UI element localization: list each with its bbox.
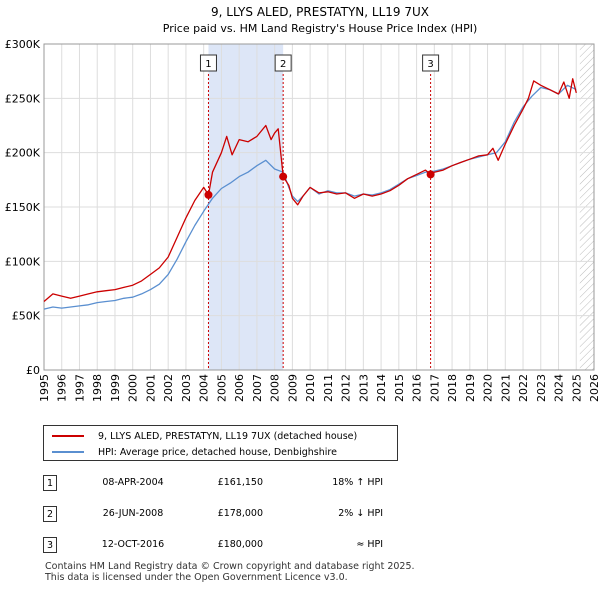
- x-tick-label: 2003: [180, 374, 193, 402]
- x-tick-label: 2005: [215, 374, 228, 402]
- x-tick-label: 2014: [375, 374, 388, 402]
- x-tick-label: 2019: [464, 374, 477, 402]
- chart-title: 9, LLYS ALED, PRESTATYN, LL19 7UX: [211, 5, 429, 19]
- x-tick-label: 1996: [56, 374, 69, 402]
- y-tick-label: £200K: [5, 147, 41, 160]
- sale-number-badge: 2: [43, 506, 57, 522]
- sale-number-badge: 3: [43, 537, 57, 553]
- sale-number-badge: 1: [43, 475, 57, 491]
- sale-point: [426, 170, 435, 179]
- x-tick-label: 2012: [340, 374, 353, 402]
- x-tick-label: 2015: [393, 374, 406, 402]
- x-tick-label: 2008: [269, 374, 282, 402]
- sale-row-3: 3 12-OCT-2016 £180,000 ≈ HPI: [43, 537, 583, 555]
- sale-price: £161,150: [217, 477, 263, 488]
- legend: 9, LLYS ALED, PRESTATYN, LL19 7UX (detac…: [43, 425, 398, 461]
- sale-marker-label: 3: [427, 59, 433, 70]
- x-tick-label: 2026: [588, 374, 600, 402]
- property-price-line: [43, 78, 577, 302]
- x-tick-label: 1997: [73, 374, 86, 402]
- sale-hpi-diff: 2% ↓ HPI: [338, 508, 383, 519]
- sale-row-1: 1 08-APR-2004 £161,150 18% ↑ HPI: [43, 475, 583, 493]
- sale-row-2: 2 26-JUN-2008 £178,000 2% ↓ HPI: [43, 506, 583, 524]
- x-tick-label: 2000: [127, 374, 140, 402]
- x-tick-label: 2021: [499, 374, 512, 402]
- sale-marker-label: 2: [280, 59, 286, 70]
- footer-line-license: This data is licensed under the Open Gov…: [45, 572, 348, 583]
- footer-attribution: Contains HM Land Registry data © Crown c…: [45, 561, 415, 583]
- x-tick-label: 2011: [322, 374, 335, 402]
- legend-label-hpi: HPI: Average price, detached house, Denb…: [98, 446, 337, 458]
- x-tick-label: 2007: [251, 374, 264, 402]
- x-tick-label: 2004: [198, 374, 211, 402]
- x-tick-label: 2020: [482, 374, 495, 402]
- sale-price: £180,000: [217, 539, 263, 550]
- legend-swatch-property: [52, 435, 84, 437]
- sale-date: 12-OCT-2016: [101, 539, 165, 550]
- sale-marker-box: [422, 54, 440, 72]
- x-tick-label: 1998: [91, 374, 104, 402]
- sale-date: 08-APR-2004: [102, 477, 164, 488]
- x-tick-label: 2025: [570, 374, 583, 402]
- y-tick-label: £50K: [12, 310, 41, 323]
- y-tick-label: £100K: [5, 255, 41, 268]
- sale-marker-box: [199, 54, 217, 72]
- plot-frame: [43, 43, 595, 371]
- x-tick-label: 2023: [535, 374, 548, 402]
- x-tick-label: 2006: [233, 374, 246, 402]
- x-tick-label: 2022: [517, 374, 530, 402]
- y-tick-label: £0: [26, 364, 40, 377]
- sale-hpi-diff: 18% ↑ HPI: [332, 477, 383, 488]
- sale-hpi-diff: ≈ HPI: [356, 539, 383, 550]
- chart-subtitle: Price paid vs. HM Land Registry's House …: [163, 22, 478, 35]
- legend-label-property: 9, LLYS ALED, PRESTATYN, LL19 7UX (detac…: [98, 430, 358, 442]
- sale-price: £178,000: [217, 508, 263, 519]
- x-tick-label: 2018: [446, 374, 459, 402]
- x-tick-label: 2002: [162, 374, 175, 402]
- x-tick-label: 2010: [304, 374, 317, 402]
- y-tick-label: £250K: [5, 92, 41, 105]
- legend-item-hpi: HPI: Average price, detached house, Denb…: [52, 445, 337, 459]
- x-tick-label: 2009: [286, 374, 299, 402]
- sale-marker-box: [274, 54, 292, 72]
- y-tick-label: £300K: [5, 38, 41, 51]
- sale-date: 26-JUN-2008: [102, 508, 164, 519]
- x-tick-label: 1999: [109, 374, 122, 402]
- x-tick-label: 2013: [357, 374, 370, 402]
- x-tick-label: 2024: [553, 374, 566, 402]
- x-tick-label: 1995: [38, 374, 51, 402]
- sale-marker-label: 1: [205, 59, 211, 70]
- x-tick-label: 2016: [411, 374, 424, 402]
- price-chart: 9, LLYS ALED, PRESTATYN, LL19 7UX Price …: [5, 5, 600, 402]
- y-tick-label: £150K: [5, 201, 41, 214]
- legend-item-property: 9, LLYS ALED, PRESTATYN, LL19 7UX (detac…: [52, 429, 357, 443]
- sale-point: [204, 190, 213, 199]
- legend-swatch-hpi: [52, 451, 84, 453]
- x-tick-label: 2001: [144, 374, 157, 402]
- footer-line-copyright: Contains HM Land Registry data © Crown c…: [45, 561, 415, 572]
- x-tick-label: 2017: [428, 374, 441, 402]
- sale-point: [279, 172, 288, 181]
